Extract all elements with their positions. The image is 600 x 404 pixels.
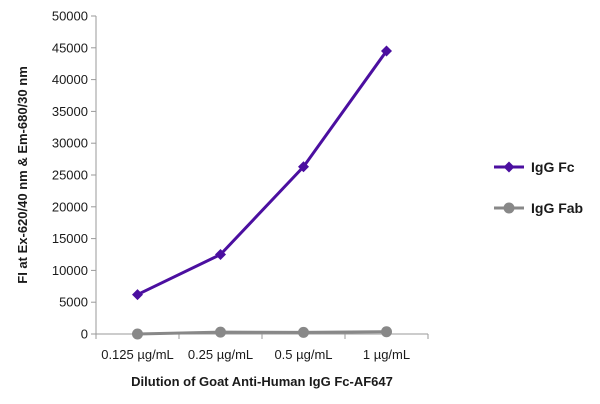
- y-axis-title: FI at Ex-620/40 nm & Em-680/30 nm: [15, 66, 30, 283]
- x-tick-label: 0.125 µg/mL: [101, 347, 174, 362]
- series-igg-fc: [132, 45, 392, 301]
- y-tick-label: 5000: [59, 295, 88, 310]
- y-tick-label: 0: [81, 327, 88, 342]
- x-tick-label: 1 µg/mL: [363, 347, 410, 362]
- y-tick-label: 15000: [52, 231, 88, 246]
- data-point: [298, 326, 309, 338]
- legend-item: IgG Fc: [494, 159, 575, 175]
- y-tick-label: 30000: [52, 136, 88, 151]
- series-layer: [132, 45, 392, 340]
- data-point: [381, 45, 392, 57]
- y-tick-label: 20000: [52, 199, 88, 214]
- series-line: [136, 330, 388, 336]
- legend-marker: [503, 202, 515, 214]
- x-axis: 0.125 µg/mL 0.25 µg/mL 0.5 µg/mL 1 µg/mL: [95, 333, 429, 362]
- y-tick-label: 35000: [52, 104, 88, 119]
- x-tick-label: 0.25 µg/mL: [188, 347, 253, 362]
- y-tick-label: 10000: [52, 263, 88, 278]
- data-point: [298, 161, 309, 173]
- series-igg-fab: [132, 326, 392, 340]
- y-tick-label: 45000: [52, 40, 88, 55]
- legend: IgG Fc IgG Fab: [494, 159, 583, 216]
- legend-marker: [503, 161, 515, 173]
- legend-label: IgG Fab: [531, 200, 583, 216]
- x-axis-title: Dilution of Goat Anti-Human IgG Fc-AF647: [131, 374, 393, 389]
- legend-label: IgG Fc: [531, 159, 575, 175]
- y-tick-label: 40000: [52, 72, 88, 87]
- x-tick-label: 0.5 µg/mL: [274, 347, 332, 362]
- data-point: [381, 326, 392, 338]
- legend-item: IgG Fab: [494, 200, 583, 216]
- y-tick-label: 25000: [52, 168, 88, 183]
- data-point: [215, 249, 226, 260]
- y-tick-label: 50000: [52, 9, 88, 24]
- data-point: [132, 328, 143, 340]
- series-line: [136, 49, 388, 297]
- data-point: [132, 289, 143, 301]
- data-point: [215, 326, 226, 338]
- y-axis: 0 5000 10000 15000 20000 25000 30000 35000 40000…: [52, 9, 97, 342]
